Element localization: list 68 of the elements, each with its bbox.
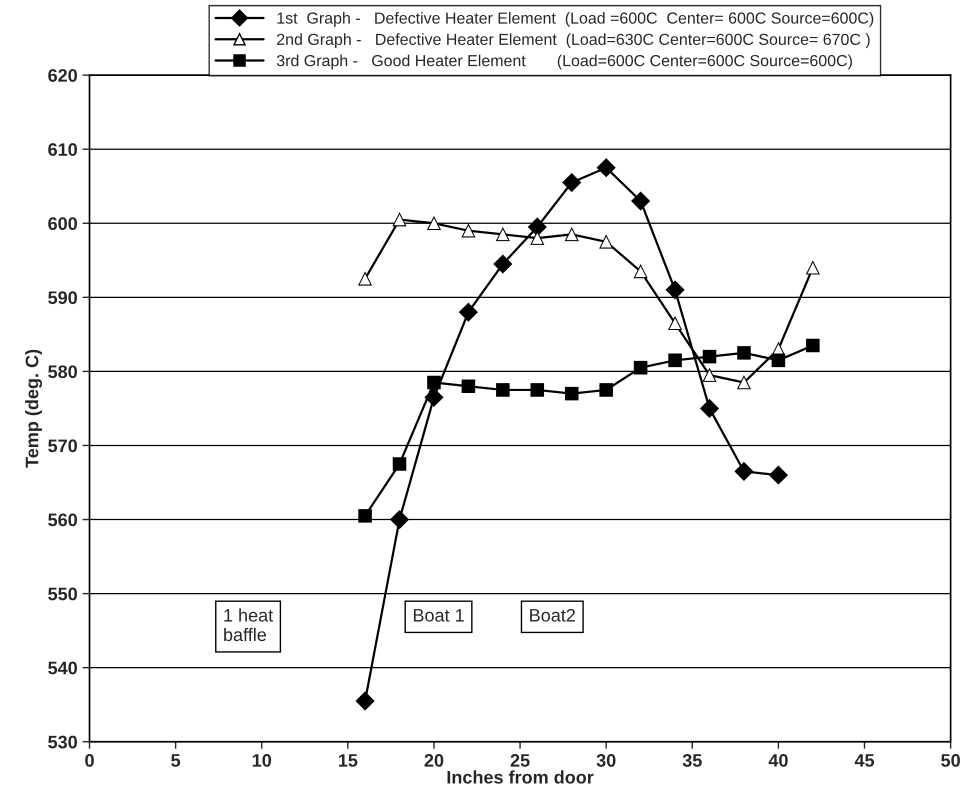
x-tick-label: 45	[854, 754, 874, 767]
point	[496, 383, 510, 397]
point	[634, 360, 648, 374]
point	[562, 173, 582, 192]
point	[702, 368, 716, 382]
point	[392, 212, 406, 226]
y-tick-label: 620	[48, 69, 77, 82]
annotation: Boat2	[530, 608, 575, 622]
point	[668, 354, 682, 368]
x-tick-label: 50	[941, 754, 960, 767]
point	[666, 280, 684, 300]
y-tick-label: 550	[48, 588, 77, 600]
point	[737, 346, 751, 360]
x-tick-label: 0	[85, 754, 94, 767]
point	[700, 399, 719, 418]
point	[702, 350, 716, 364]
y-tick-label: 540	[48, 662, 77, 674]
point	[734, 462, 754, 481]
point	[772, 354, 786, 368]
y-tick-label: 600	[48, 217, 77, 230]
x-axis-title: Inches from door	[448, 770, 594, 784]
x-tick-label: 30	[596, 754, 616, 767]
point	[493, 254, 512, 274]
x-tick-label: 15	[338, 754, 358, 767]
point	[599, 383, 613, 397]
y-tick-label: 530	[48, 736, 77, 748]
point	[528, 218, 547, 236]
legend-label: 3rd Graph - Good Heater Element (Load=600C Center=600C Source=600C)	[276, 54, 852, 70]
y-tick-label: 560	[48, 513, 77, 526]
x-tick-label: 40	[768, 754, 788, 767]
point	[530, 231, 544, 245]
point	[769, 466, 788, 484]
point	[599, 235, 613, 249]
point	[668, 316, 682, 330]
point	[427, 216, 441, 230]
y-axis-title: Temp (deg. C)	[25, 350, 42, 468]
point	[596, 158, 616, 178]
point	[427, 376, 441, 390]
point	[634, 264, 648, 278]
y-tick-label: 570	[48, 439, 77, 452]
point	[356, 692, 374, 710]
x-tick-label: 25	[510, 754, 530, 767]
point	[462, 224, 476, 238]
y-tick-label: 580	[48, 365, 77, 378]
point	[564, 386, 579, 400]
point	[358, 272, 372, 286]
point	[390, 510, 409, 529]
point	[806, 260, 820, 274]
legend-label: 1st Graph - Defective Heater Element (Load =600C Center= 600C Source=600C)	[277, 12, 874, 27]
x-tick-label: 10	[252, 754, 272, 767]
x-tick-label: 5	[171, 754, 180, 767]
legend-label: 2nd Graph - Defective Heater Element (Load=630C Center=600C Source= 670C )	[277, 33, 870, 48]
point	[530, 383, 544, 397]
point	[462, 379, 476, 393]
y-tick-label: 590	[48, 291, 77, 304]
y-tick-label: 610	[48, 143, 77, 156]
point	[392, 457, 406, 471]
point	[358, 509, 372, 523]
point	[806, 338, 820, 352]
x-tick-label: 20	[424, 754, 444, 767]
annotation: 1 heat baffle	[224, 608, 274, 642]
point	[496, 228, 510, 242]
point	[737, 376, 751, 390]
point	[631, 192, 650, 210]
annotation: Boat 1	[414, 609, 464, 622]
x-tick-label: 35	[682, 754, 702, 767]
point	[459, 302, 478, 322]
point	[564, 228, 579, 242]
